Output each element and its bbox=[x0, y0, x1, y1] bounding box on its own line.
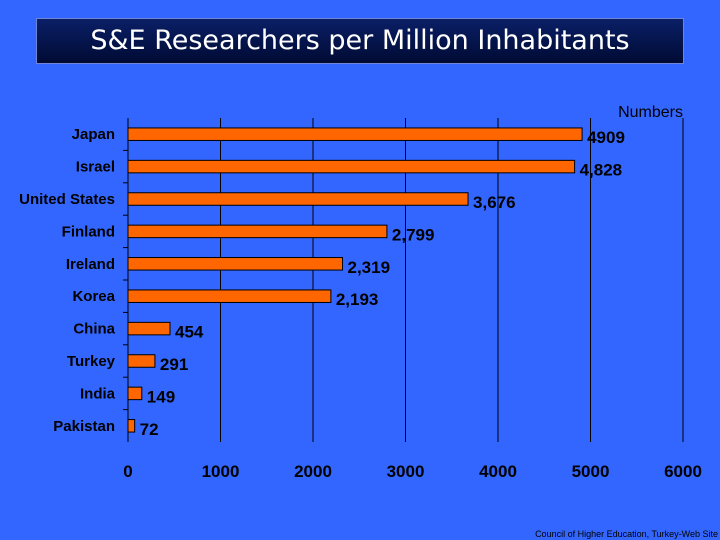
x-tick-label: 0 bbox=[123, 462, 132, 481]
value-label: 2,193 bbox=[336, 290, 379, 309]
category-label: Pakistan bbox=[53, 418, 115, 435]
x-tick-label: 1000 bbox=[202, 462, 240, 481]
category-label: Israel bbox=[76, 159, 115, 176]
bar-china bbox=[127, 321, 171, 336]
value-label: 2,319 bbox=[348, 258, 391, 277]
category-label: China bbox=[73, 321, 115, 338]
category-label: United States bbox=[19, 191, 115, 208]
value-label: 149 bbox=[147, 387, 175, 406]
value-label: 291 bbox=[160, 355, 188, 374]
x-tick-label: 4000 bbox=[479, 462, 517, 481]
x-tick-label: 3000 bbox=[387, 462, 425, 481]
x-tick-label: 2000 bbox=[294, 462, 332, 481]
category-label: Japan bbox=[72, 126, 115, 143]
category-label: Turkey bbox=[67, 353, 116, 370]
category-label: Ireland bbox=[66, 256, 115, 273]
legend-label: Numbers bbox=[618, 104, 683, 121]
source-note: Council of Higher Education, Turkey-Web … bbox=[535, 529, 718, 539]
value-label: 72 bbox=[140, 420, 159, 439]
bar-ireland bbox=[127, 257, 344, 271]
bar-israel bbox=[127, 159, 576, 174]
value-label: 4909 bbox=[587, 128, 625, 147]
x-tick-label: 6000 bbox=[664, 462, 702, 481]
bar-japan bbox=[127, 127, 583, 141]
category-label: Finland bbox=[62, 223, 115, 240]
value-label: 4,828 bbox=[580, 161, 623, 180]
value-label: 2,799 bbox=[392, 225, 435, 244]
bar-turkey bbox=[127, 354, 156, 368]
bar-pakistan bbox=[127, 419, 136, 433]
bar-korea bbox=[127, 289, 332, 303]
x-tick-label: 5000 bbox=[572, 462, 610, 481]
page-title: S&E Researchers per Million Inhabitants bbox=[90, 25, 630, 56]
bar-finland bbox=[127, 224, 388, 239]
category-label: Korea bbox=[72, 288, 115, 305]
title-bar: S&E Researchers per Million Inhabitants bbox=[36, 18, 684, 64]
category-label: India bbox=[80, 385, 116, 402]
value-label: 454 bbox=[175, 323, 204, 342]
bar-united-states bbox=[127, 192, 469, 206]
bar-india bbox=[127, 386, 143, 401]
value-label: 3,676 bbox=[473, 193, 516, 212]
